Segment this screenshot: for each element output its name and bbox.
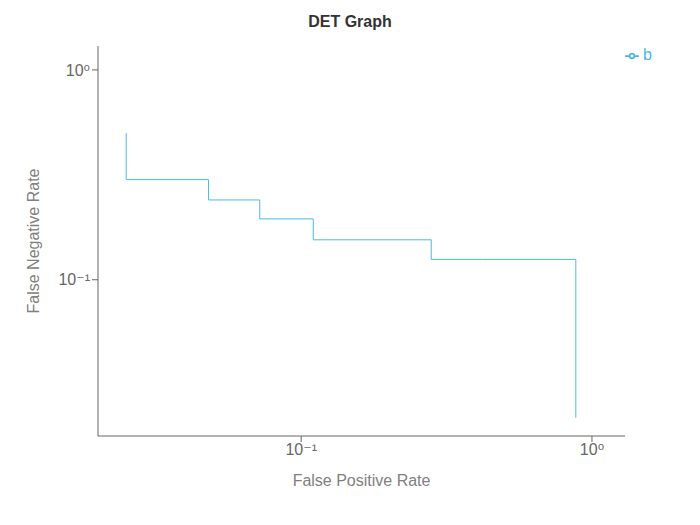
svg-text:10⁻¹: 10⁻¹ (285, 441, 317, 458)
html-text:DET Graph: DET Graph (308, 13, 392, 30)
svg-text:10⁰: 10⁰ (580, 441, 604, 458)
svg-text:10⁰: 10⁰ (66, 62, 90, 79)
svg-text:False Negative Rate: False Negative Rate (25, 168, 42, 313)
html-text:b: b (643, 46, 652, 63)
svg-text:10⁻¹: 10⁻¹ (58, 271, 90, 288)
svg-text:False Positive Rate: False Positive Rate (293, 472, 431, 489)
